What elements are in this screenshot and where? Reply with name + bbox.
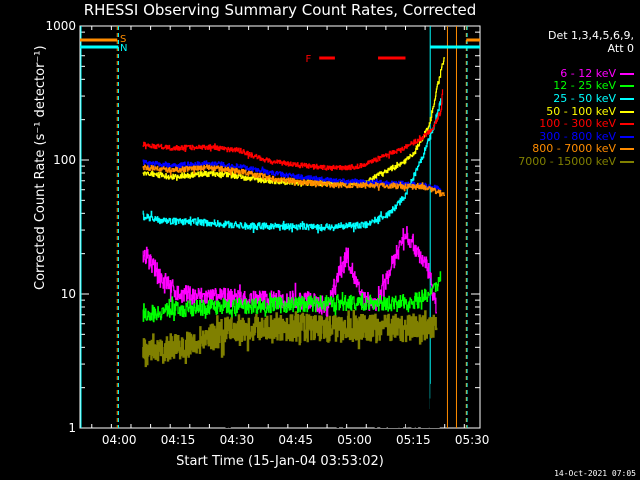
legend-entry-label: 3 - 6 keV bbox=[567, 54, 616, 68]
legend-entry-label: 50 - 100 keV bbox=[546, 104, 616, 118]
plot-frame bbox=[79, 25, 481, 429]
legend-header-detectors: Det 1,3,4,5,6,9, bbox=[547, 29, 634, 42]
legend-entry: 50 - 100 keV bbox=[518, 104, 634, 119]
legend-swatch bbox=[620, 160, 634, 163]
legend-swatch bbox=[620, 148, 634, 151]
generation-timestamp: 14-Oct-2021 07:05 bbox=[554, 469, 636, 478]
legend-swatch bbox=[620, 123, 634, 126]
x-axis-label: Start Time (15-Jan-04 03:53:02) bbox=[176, 454, 384, 469]
series-line-2 bbox=[142, 271, 442, 323]
flag-label-s: S bbox=[120, 34, 126, 45]
legend-swatch bbox=[620, 97, 634, 100]
legend-swatch bbox=[620, 135, 634, 138]
legend-entry: 800 - 7000 keV bbox=[518, 143, 634, 156]
y-tick-label: 10 bbox=[61, 287, 76, 301]
y-tick-label: 1000 bbox=[45, 19, 76, 33]
x-tick-label: 04:00 bbox=[102, 433, 137, 447]
legend-entry: 25 - 50 keV bbox=[518, 91, 634, 106]
y-tick-label: 1 bbox=[68, 421, 76, 435]
y-axis-label: Corrected Count Rate (s⁻¹ detector⁻¹) bbox=[33, 45, 48, 290]
legend-entry: 12 - 25 keV bbox=[518, 80, 634, 93]
legend-swatch bbox=[620, 72, 634, 75]
series-line-3 bbox=[142, 98, 442, 234]
legend-entry: 300 - 800 keV bbox=[518, 129, 634, 144]
series-line-5 bbox=[142, 89, 444, 171]
legend: Det 1,3,4,5,6,9, Att 0 3 - 6 keV 6 - 12 k… bbox=[518, 29, 634, 169]
legend-entry-label: 12 - 25 keV bbox=[553, 79, 616, 93]
x-tick-label: 05:30 bbox=[455, 433, 490, 447]
flag-label-n: N bbox=[120, 43, 127, 54]
legend-swatch bbox=[620, 85, 634, 88]
legend-swatch bbox=[620, 110, 634, 113]
data-layer bbox=[80, 26, 480, 428]
chart-title: RHESSI Observing Summary Count Rates, Co… bbox=[83, 1, 477, 19]
legend-entry-label: 800 - 7000 keV bbox=[532, 142, 616, 156]
legend-entry-label: 6 - 12 keV bbox=[560, 66, 616, 80]
x-tick-label: 04:30 bbox=[220, 433, 255, 447]
x-tick-label: 05:15 bbox=[396, 433, 431, 447]
legend-entry: 100 - 300 keV bbox=[518, 117, 634, 131]
legend-entry: 7000 - 15000 keV bbox=[518, 154, 634, 169]
legend-entry-label: 100 - 300 keV bbox=[539, 117, 616, 131]
flag-label-f: F bbox=[305, 54, 311, 65]
legend-entry: 6 - 12 keV bbox=[518, 66, 634, 81]
series-line-7 bbox=[142, 164, 445, 197]
series-line-8 bbox=[142, 309, 438, 368]
legend-swatch bbox=[620, 60, 634, 63]
x-tick-label: 04:15 bbox=[161, 433, 196, 447]
y-tick-label: 100 bbox=[53, 153, 76, 167]
legend-entry: 3 - 6 keV bbox=[518, 54, 634, 68]
x-tick-label: 04:45 bbox=[278, 433, 313, 447]
legend-entry-label: 7000 - 15000 keV bbox=[518, 154, 616, 168]
legend-entry-label: 300 - 800 keV bbox=[539, 129, 616, 143]
legend-header-attenuator: Att 0 bbox=[607, 41, 634, 55]
x-tick-label: 05:00 bbox=[337, 433, 372, 447]
legend-entry-label: 25 - 50 keV bbox=[553, 91, 616, 105]
